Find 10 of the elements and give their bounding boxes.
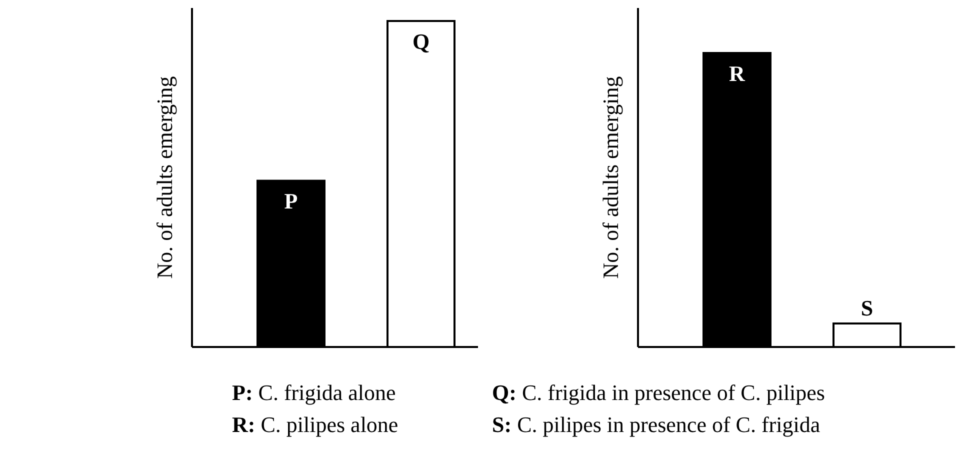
- x-tick-label: Q: [412, 29, 430, 54]
- x-tick-label: S: [860, 295, 874, 320]
- text: Q: C. frigida in presence of C. pilipes: [492, 380, 825, 405]
- text: P: C. frigida alone: [232, 380, 396, 405]
- x-tick-label: R: [729, 61, 746, 86]
- y-axis-title: No. of adults emerging: [598, 76, 623, 279]
- text: S: C. pilipes in presence of C. frigida: [492, 412, 820, 437]
- text: R: C. pilipes alone: [232, 412, 398, 437]
- y-axis-title: No. of adults emerging: [152, 76, 177, 279]
- x-tick-label: P: [284, 188, 298, 214]
